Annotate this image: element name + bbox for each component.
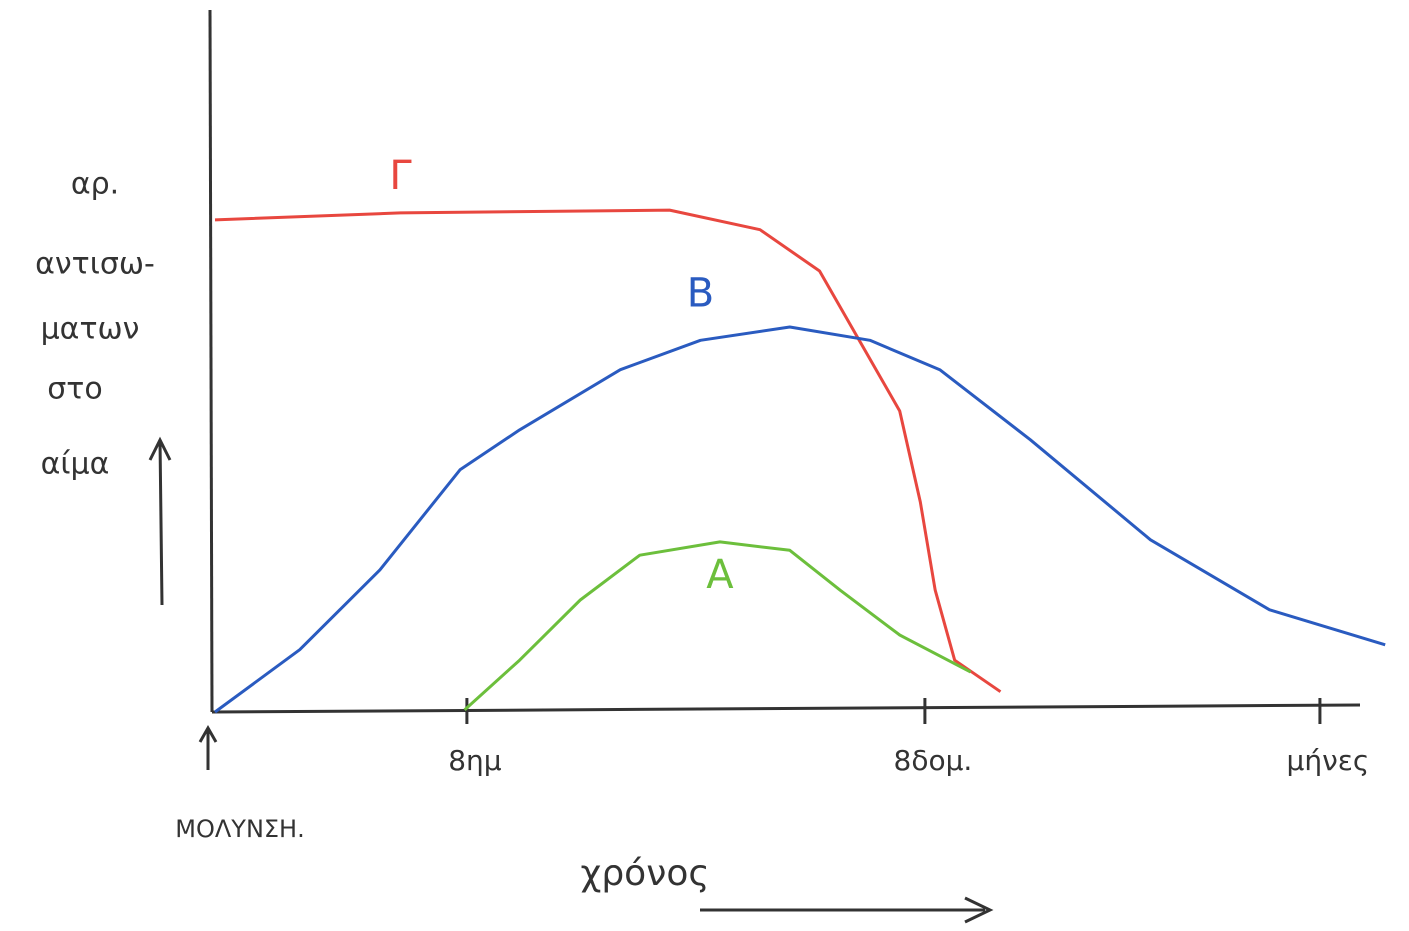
y-label: στο <box>47 372 102 407</box>
series-label: Γ <box>389 153 412 199</box>
x-tick-label: 8ημ <box>448 744 502 777</box>
origin-label: ΜΟΛΥΝΣΗ. <box>175 815 304 843</box>
y-axis <box>208 9 214 713</box>
x-tick-label: μήνες <box>1287 744 1370 777</box>
line <box>463 540 972 712</box>
origin-arrow <box>198 724 218 770</box>
x-tick-label: 8δομ. <box>894 744 973 777</box>
series-label: A <box>706 552 734 598</box>
y-label: αντισω- <box>35 247 155 282</box>
time-arrow <box>700 896 994 924</box>
y-label: αρ. <box>71 167 119 202</box>
y-label: ματων <box>41 312 140 347</box>
x-axis <box>211 703 1361 714</box>
x-label: χρόνος <box>581 853 710 894</box>
series-label: B <box>687 270 714 316</box>
line <box>214 325 1386 714</box>
line <box>214 208 1002 693</box>
y-label: αίμα <box>41 447 110 482</box>
y-arrow <box>148 436 172 606</box>
